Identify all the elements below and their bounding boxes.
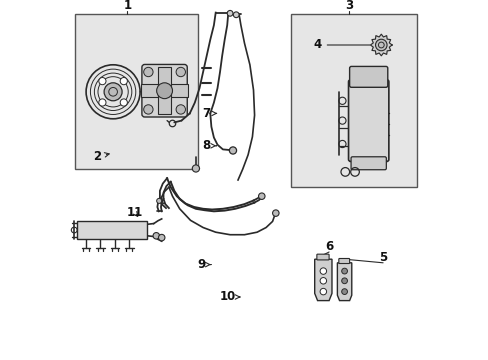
Circle shape [341,268,347,274]
Polygon shape [370,34,391,56]
Text: 6: 6 [325,240,332,253]
FancyBboxPatch shape [338,258,349,264]
Circle shape [99,77,106,85]
Text: 2: 2 [93,150,109,163]
FancyBboxPatch shape [348,80,388,161]
Circle shape [176,105,185,114]
Circle shape [176,67,185,77]
Text: 1: 1 [123,0,131,12]
Text: 9: 9 [197,258,210,271]
Circle shape [153,233,159,239]
FancyBboxPatch shape [350,157,386,170]
Circle shape [341,289,347,294]
Circle shape [375,39,386,51]
Text: 10: 10 [220,291,239,303]
Polygon shape [314,259,331,301]
Bar [141,84,187,97]
Circle shape [104,83,122,101]
Text: 7: 7 [202,107,216,120]
Bar [75,14,197,169]
Circle shape [233,12,239,18]
Text: 4: 4 [313,39,377,51]
FancyBboxPatch shape [316,254,328,260]
Circle shape [156,83,172,99]
Text: 11: 11 [126,206,142,219]
Circle shape [120,77,127,85]
Circle shape [143,67,153,77]
FancyBboxPatch shape [142,64,187,117]
Circle shape [272,210,279,216]
Circle shape [156,198,162,203]
Circle shape [120,99,127,106]
Polygon shape [337,263,351,301]
Text: 5: 5 [378,251,386,264]
Circle shape [227,10,232,16]
Bar [158,67,171,114]
FancyBboxPatch shape [349,66,387,87]
Circle shape [143,105,153,114]
Circle shape [229,147,236,154]
Text: 3: 3 [344,0,352,12]
Circle shape [320,268,326,274]
Bar [77,221,147,239]
Circle shape [192,165,199,172]
Circle shape [158,234,164,241]
Circle shape [320,288,326,295]
Circle shape [258,193,264,199]
Circle shape [320,278,326,284]
Circle shape [341,278,347,284]
Text: 8: 8 [202,139,216,152]
Bar [291,14,416,187]
Circle shape [99,99,106,106]
